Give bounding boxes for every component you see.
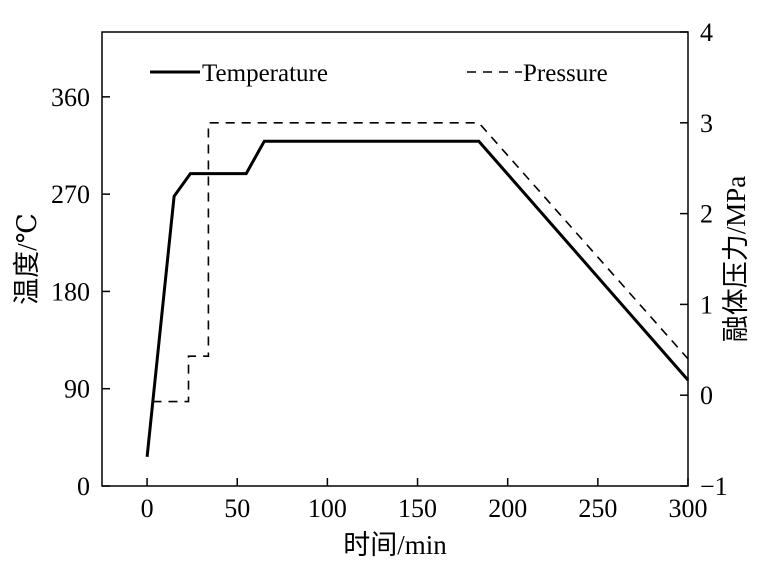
x-tick-label: 300 xyxy=(669,494,708,523)
left-y-tick-label: 90 xyxy=(64,375,90,404)
x-tick-label: 150 xyxy=(398,494,437,523)
x-tick-label: 100 xyxy=(308,494,347,523)
x-axis-title: 时间/min xyxy=(343,530,447,560)
left-y-tick-label: 270 xyxy=(51,180,90,209)
right-y-tick-label: 3 xyxy=(700,109,713,138)
right-y-axis-ticks: −1 0 1 2 3 4 xyxy=(680,18,728,501)
series-pressure-line xyxy=(152,122,689,403)
left-y-tick-label: 360 xyxy=(51,83,90,112)
left-y-tick-label: 180 xyxy=(51,277,90,306)
right-y-tick-label: −1 xyxy=(700,472,728,501)
x-tick-label: 200 xyxy=(488,494,527,523)
left-y-axis-ticks: 0 90 180 270 360 xyxy=(51,83,110,501)
right-y-tick-label: 0 xyxy=(700,381,713,410)
x-axis-ticks: 0 50 100 150 200 250 300 xyxy=(141,478,708,523)
x-tick-label: 250 xyxy=(578,494,617,523)
plot-frame xyxy=(101,31,689,487)
legend-label-pressure: Pressure xyxy=(523,60,608,87)
right-y-axis-title: 融体压力/MPa xyxy=(721,176,751,343)
series-layer xyxy=(145,122,690,457)
left-y-tick-label: 0 xyxy=(77,472,90,501)
right-y-tick-label: 4 xyxy=(700,18,713,47)
legend: Temperature Pressure xyxy=(150,60,608,87)
right-y-tick-label: 1 xyxy=(700,290,713,319)
x-tick-label: 50 xyxy=(224,494,250,523)
left-y-axis-title: 温度/℃ xyxy=(12,213,42,305)
series-temperature-line xyxy=(145,139,690,457)
right-y-tick-label: 2 xyxy=(700,200,713,229)
legend-label-temperature: Temperature xyxy=(202,60,328,87)
x-tick-label: 0 xyxy=(141,494,154,523)
